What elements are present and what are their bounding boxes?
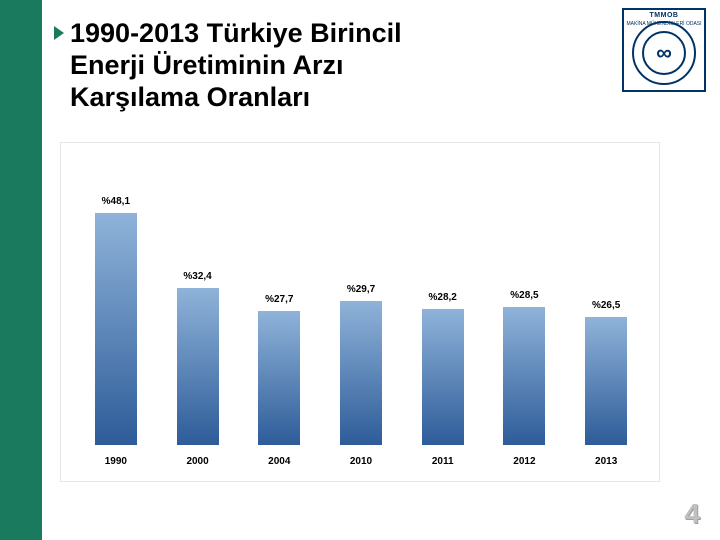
plot-region: %48,1 %32,4 %27,7 %29,7 %28,2 %28,5 %26,5 (75, 157, 645, 445)
category-label: 1990 (105, 456, 127, 467)
category-label: 2013 (595, 456, 617, 467)
slide: 1990-2013 Türkiye Birincil Enerji Üretim… (0, 0, 720, 540)
bar-value-label: %48,1 (102, 196, 130, 207)
category-label: 2004 (268, 456, 290, 467)
bar-slot: %29,7 (340, 284, 382, 445)
bar-slot: %26,5 (585, 300, 627, 445)
bar-rect (422, 309, 464, 445)
bar-rect (177, 288, 219, 445)
logo-top-text: TMMOB (650, 12, 679, 19)
bar-value-label: %27,7 (265, 294, 293, 305)
bar-chart: %48,1 %32,4 %27,7 %29,7 %28,2 %28,5 %26,5 1990… (60, 142, 660, 482)
bar-rect (503, 307, 545, 445)
title-line-2: Enerji Üretiminin Arzı (70, 50, 600, 82)
bar-value-label: %32,4 (183, 271, 211, 282)
bar-value-label: %29,7 (347, 284, 375, 295)
bar-slot: %32,4 (177, 271, 219, 445)
bar-rect (340, 301, 382, 445)
bar-slot: %27,7 (258, 294, 300, 445)
bar-rect (95, 213, 137, 445)
infinity-icon: ∞ (656, 40, 672, 66)
title-line-3: Karşılama Oranları (70, 82, 600, 114)
page-number: 4 (684, 498, 700, 530)
logo-arc-text: MAKİNA MÜHENDİSLERİ ODASI (627, 21, 702, 27)
bar-value-label: %28,5 (510, 290, 538, 301)
bar-value-label: %28,2 (429, 292, 457, 303)
title-bullet-icon (54, 26, 64, 40)
category-label: 2000 (186, 456, 208, 467)
page-title: 1990-2013 Türkiye Birincil Enerji Üretim… (70, 18, 600, 114)
bar-value-label: %26,5 (592, 300, 620, 311)
logo-inner-ring: ∞ (642, 31, 686, 75)
category-label: 2011 (432, 456, 454, 467)
bar-slot: %48,1 (95, 196, 137, 445)
accent-bar (0, 0, 42, 540)
category-label: 2012 (513, 456, 535, 467)
bar-slot: %28,5 (503, 290, 545, 445)
bar-rect (258, 311, 300, 445)
organization-logo: TMMOB MAKİNA MÜHENDİSLERİ ODASI ∞ (622, 8, 706, 92)
title-line-1: 1990-2013 Türkiye Birincil (70, 18, 600, 50)
logo-gear-icon: MAKİNA MÜHENDİSLERİ ODASI ∞ (632, 21, 696, 85)
category-label: 2010 (350, 456, 372, 467)
bar-rect (585, 317, 627, 445)
bar-slot: %28,2 (422, 292, 464, 445)
